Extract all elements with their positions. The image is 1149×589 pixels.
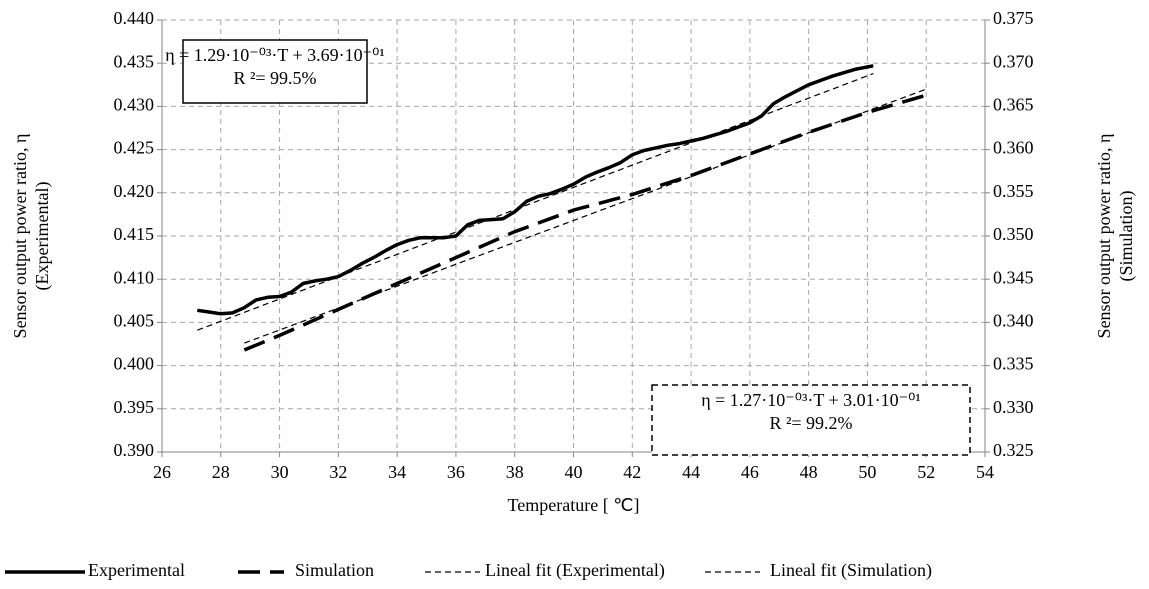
- series-line: [197, 64, 874, 316]
- y-tick-label: 0.390: [114, 440, 155, 460]
- y2-tick-label: 0.340: [993, 311, 1034, 331]
- y-tick-label: 0.430: [114, 95, 155, 115]
- x-tick-label: 42: [623, 462, 641, 482]
- y-tick-label: 0.440: [114, 8, 155, 28]
- x-tick-label: 44: [682, 462, 700, 482]
- series-line: [244, 88, 927, 344]
- y2-tick-label: 0.375: [993, 8, 1034, 28]
- y2-axis-label: Sensor output power ratio, η: [1094, 134, 1114, 339]
- x-tick-label: 40: [565, 462, 583, 482]
- y2-tick-label: 0.345: [993, 267, 1034, 287]
- y2-tick-label: 0.335: [993, 354, 1034, 374]
- x-tick-label: 50: [858, 462, 876, 482]
- legend-label: Simulation: [295, 560, 374, 580]
- series-line: [197, 73, 874, 331]
- annotation-text: η = 1.29·10⁻⁰³·T + 3.69·10⁻⁰¹: [165, 45, 385, 65]
- x-tick-label: 30: [271, 462, 289, 482]
- y2-tick-label: 0.355: [993, 181, 1034, 201]
- x-tick-label: 54: [976, 462, 994, 482]
- series-line: [243, 93, 927, 352]
- y2-tick-label: 0.350: [993, 224, 1034, 244]
- x-tick-label: 52: [917, 462, 935, 482]
- annotation-box: [651, 384, 971, 456]
- y-tick-label: 0.415: [114, 224, 155, 244]
- x-tick-label: 26: [153, 462, 171, 482]
- annotation-text: η = 1.27·10⁻⁰³·T + 3.01·10⁻⁰¹: [701, 390, 921, 410]
- y-tick-label: 0.435: [114, 51, 155, 71]
- annotation-text: R ²= 99.5%: [233, 68, 316, 88]
- x-tick-label: 28: [212, 462, 230, 482]
- annotation-box: [182, 39, 368, 104]
- x-tick-label: 32: [329, 462, 347, 482]
- y-tick-label: 0.425: [114, 138, 155, 158]
- x-tick-label: 36: [447, 462, 465, 482]
- y-tick-label: 0.400: [114, 354, 155, 374]
- y2-axis-label: (Simulation): [1116, 191, 1137, 282]
- legend-label: Experimental: [88, 560, 185, 580]
- y2-tick-label: 0.370: [993, 51, 1034, 71]
- legend-label: Lineal fit (Simulation): [770, 560, 932, 581]
- x-tick-label: 34: [388, 462, 406, 482]
- y-tick-label: 0.395: [114, 397, 155, 417]
- x-tick-label: 48: [800, 462, 818, 482]
- y2-tick-label: 0.325: [993, 440, 1034, 460]
- x-tick-label: 38: [506, 462, 524, 482]
- y-axis-label: (Experimental): [32, 182, 53, 291]
- y-axis-label: Sensor output power ratio, η: [10, 134, 30, 339]
- y-tick-label: 0.405: [114, 311, 155, 331]
- y-tick-label: 0.410: [114, 267, 155, 287]
- legend-label: Lineal fit (Experimental): [485, 560, 665, 581]
- y2-tick-label: 0.360: [993, 138, 1034, 158]
- y2-tick-label: 0.330: [993, 397, 1034, 417]
- annotation-text: R ²= 99.2%: [769, 413, 852, 433]
- y-tick-label: 0.420: [114, 181, 155, 201]
- x-tick-label: 46: [741, 462, 759, 482]
- y2-tick-label: 0.365: [993, 95, 1034, 115]
- x-axis-label: Temperature [ ℃]: [508, 495, 640, 515]
